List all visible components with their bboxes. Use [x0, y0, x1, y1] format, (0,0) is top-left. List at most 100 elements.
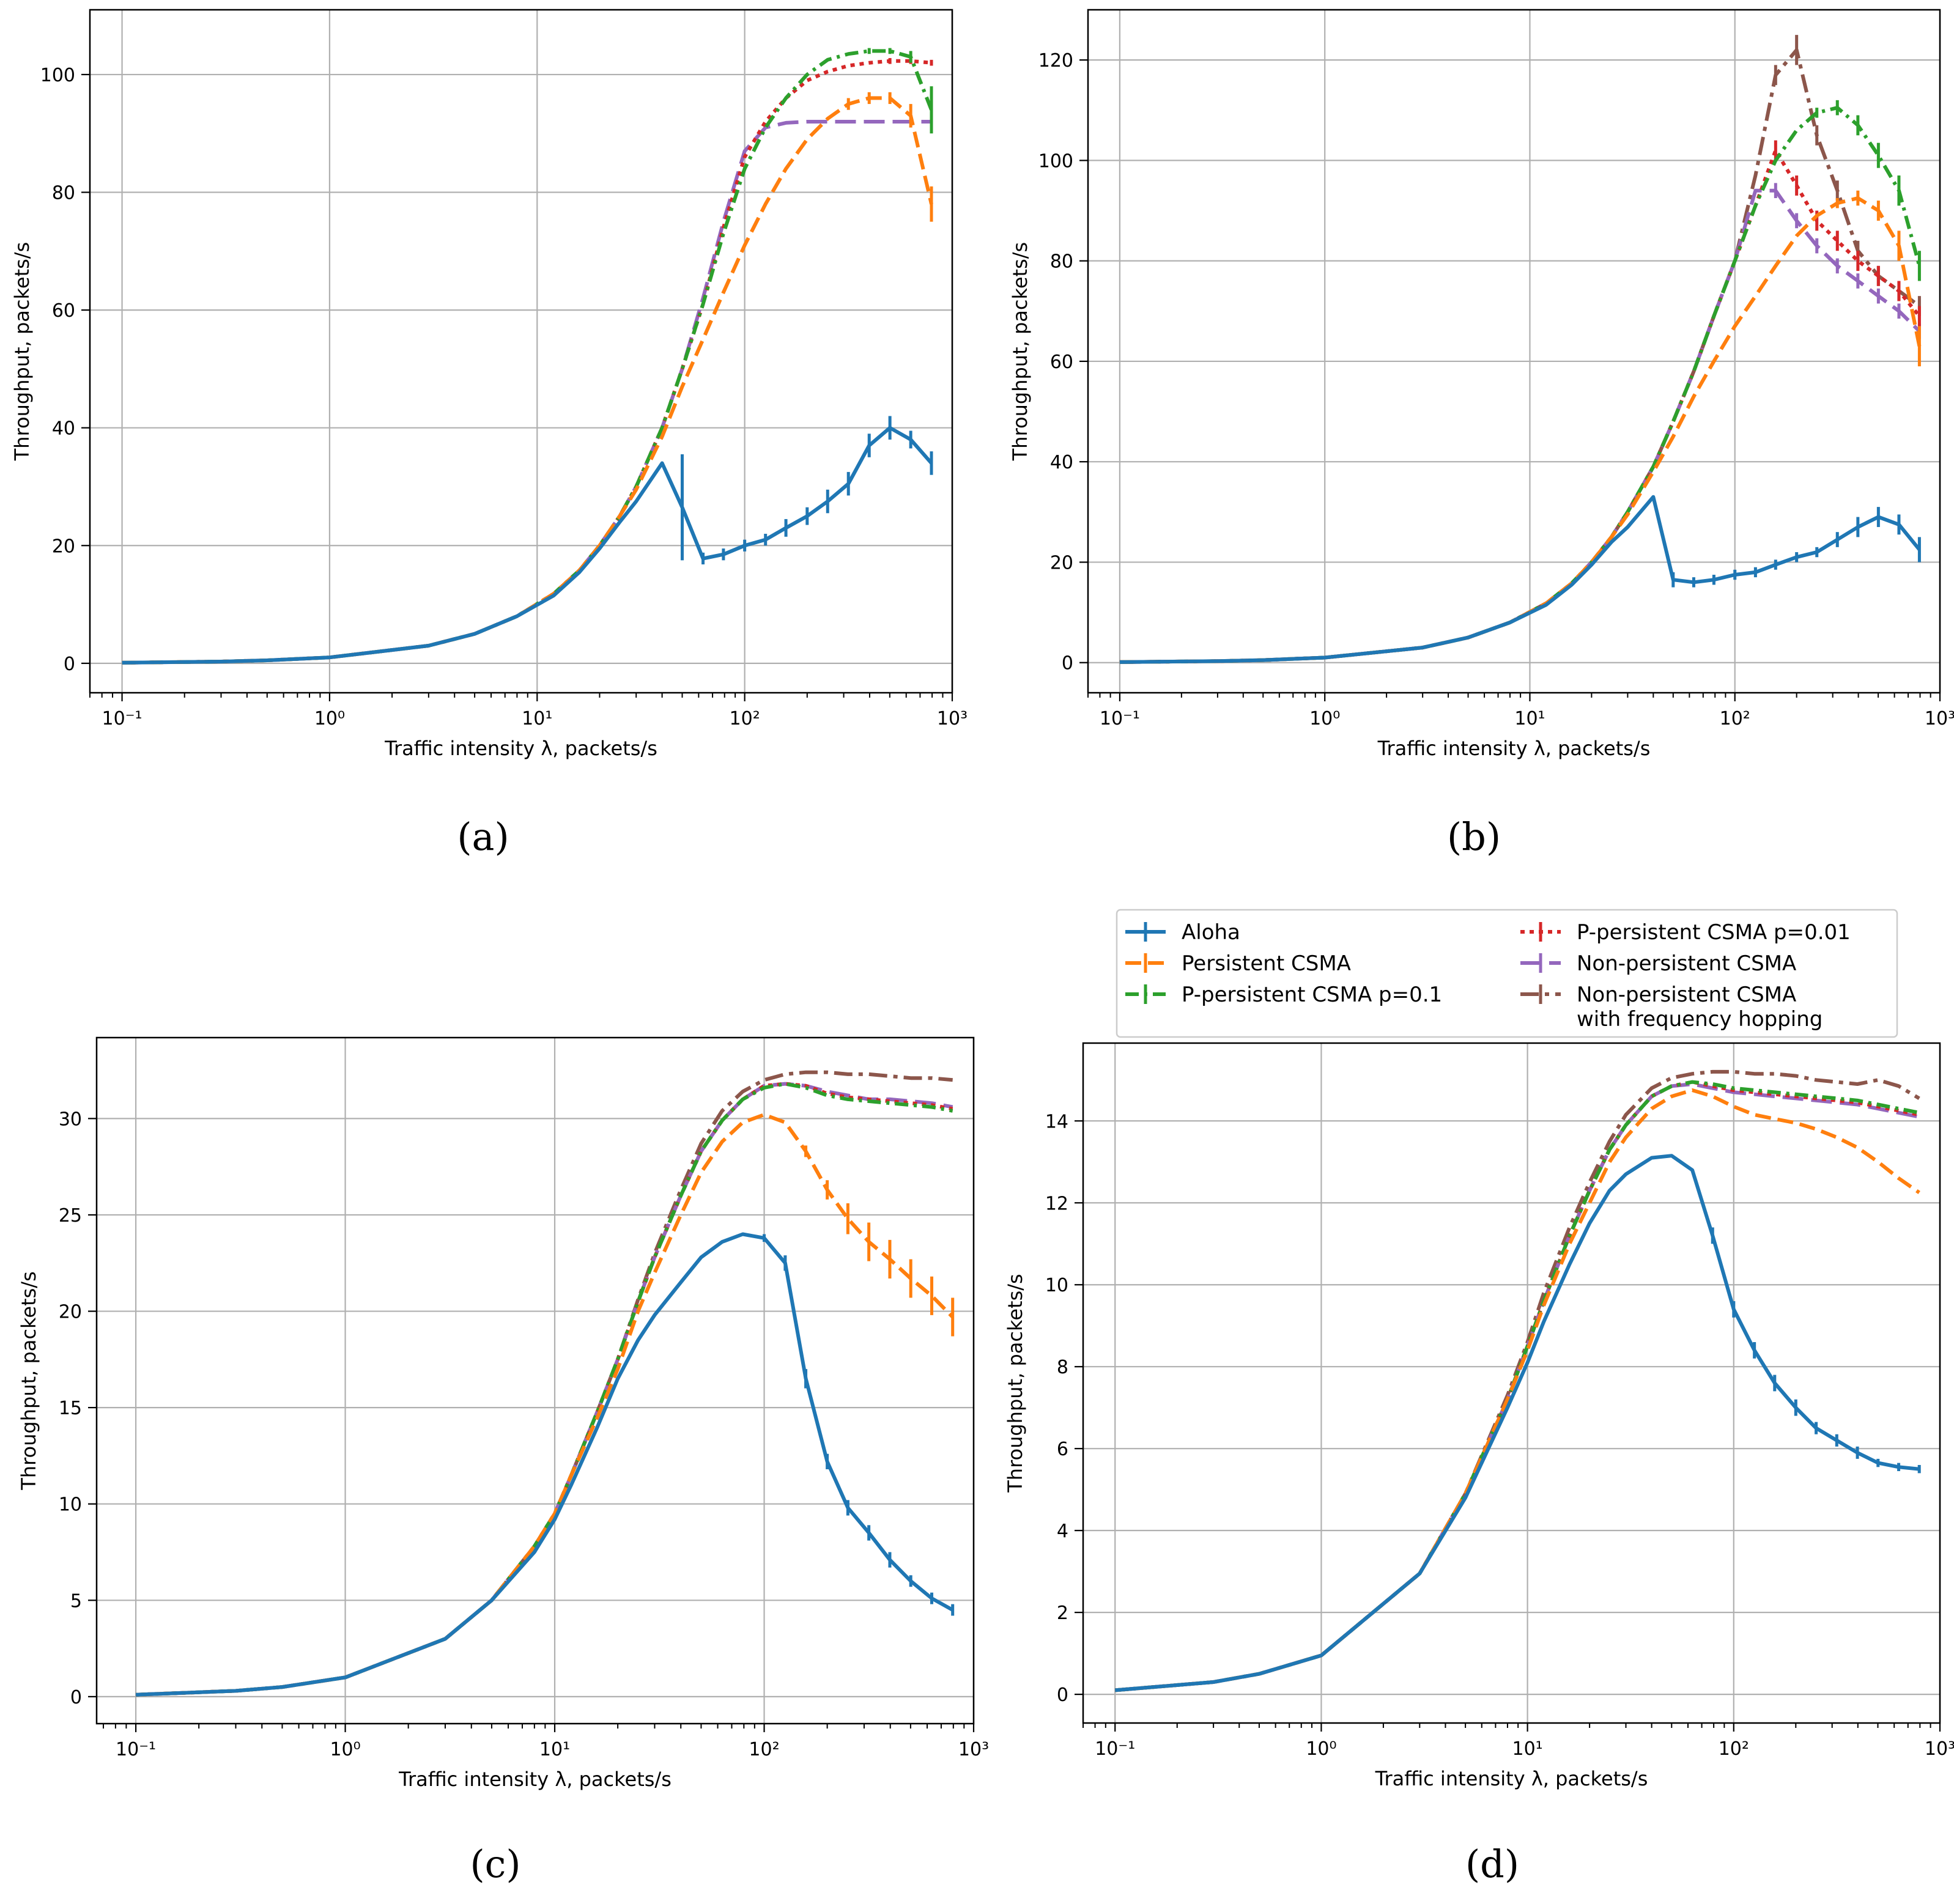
y-tick-label: 12 [1045, 1193, 1068, 1214]
y-tick-label: 0 [64, 654, 75, 675]
x-tick-label: 10² [749, 1739, 779, 1760]
chart-panel-a: 10⁻¹ 10⁰ 10¹ 10² 10³ 0 20 40 60 80 100 Traffic inte… [10, 9, 968, 859]
series-non-persistent-csma-with-frequency-hopping [1119, 35, 1921, 664]
series-p-persistent-csma-p-0-1 [122, 48, 933, 665]
series-non-persistent-csma [1114, 1082, 1920, 1692]
x-axis-label: Traffic intensity λ, packets/s [384, 737, 657, 760]
x-tick-label: 10¹ [1514, 708, 1545, 729]
y-tick-label: 0 [1062, 653, 1073, 674]
series-line-non-persistent-csma [135, 1082, 953, 1697]
series-line-aloha [122, 426, 933, 665]
x-tick-label: 10² [730, 708, 760, 729]
series-line-non-persistent-csma [122, 120, 931, 665]
legend-entry-aloha: Aloha [1125, 920, 1240, 945]
series-line-p-persistent-csma-p-0-1 [122, 49, 933, 665]
x-tick-label: 10³ [958, 1739, 989, 1760]
x-tick-label: 10³ [1925, 1738, 1954, 1760]
y-axis-label: Throughput, packets/s [1008, 242, 1032, 461]
series-aloha [1119, 495, 1921, 664]
x-tick-label: 10³ [1925, 708, 1954, 729]
x-tick-label: 10² [1719, 1738, 1749, 1760]
y-tick-label: 0 [70, 1687, 82, 1708]
series-line-p-persistent-csma-p-0-01 [135, 1082, 953, 1697]
axes-frame [1087, 9, 1941, 694]
y-tick-label: 8 [1057, 1357, 1068, 1378]
series-p-persistent-csma-p-0-01 [122, 57, 933, 665]
y-tick-label: 2 [1057, 1603, 1068, 1624]
axes-frame [1082, 1042, 1941, 1724]
y-tick-label: 20 [52, 536, 75, 557]
x-axis-label: Traffic intensity λ, packets/s [1375, 1767, 1648, 1790]
y-tick-label: 4 [1057, 1521, 1068, 1542]
x-tick-label: 10³ [937, 708, 968, 729]
legend-label: P-persistent CSMA p=0.01 [1577, 920, 1851, 945]
legend-label: P-persistent CSMA p=0.1 [1182, 983, 1442, 1007]
legend-label: Persistent CSMA [1182, 951, 1351, 976]
legend-entry-persistent-csma: Persistent CSMA [1125, 951, 1351, 976]
series-line-non-persistent-csma-with-frequency-hopping [135, 1070, 953, 1697]
legend-label: Non-persistent CSMA [1577, 951, 1796, 976]
series-line-non-persistent-csma-with-frequency-hopping [1119, 48, 1921, 664]
series-line-persistent-csma [135, 1113, 954, 1697]
x-tick-label: 10⁰ [1306, 1738, 1336, 1760]
axes-frame [89, 9, 953, 694]
series-line-non-persistent-csma [1114, 1082, 1920, 1692]
x-tick-label: 10² [1720, 708, 1750, 729]
x-tick-label: 10⁻¹ [1100, 708, 1140, 729]
y-tick-label: 10 [59, 1494, 82, 1516]
panel-label: (a) [457, 814, 509, 859]
legend-label: with frequency hopping [1577, 1007, 1823, 1031]
legend-label: Aloha [1182, 920, 1240, 945]
legend-entry-p-persistent-csma-p-0-01: P-persistent CSMA p=0.01 [1520, 920, 1851, 945]
series-line-aloha [1119, 495, 1921, 664]
axes-frame [95, 1036, 975, 1725]
series-line-persistent-csma [122, 96, 933, 665]
series-line-aloha [135, 1232, 954, 1697]
series-p-persistent-csma-p-0-1 [1119, 100, 1922, 664]
series-line-p-persistent-csma-p-0-1 [135, 1082, 953, 1697]
legend-label: Non-persistent CSMA [1577, 983, 1796, 1007]
series-non-persistent-csma-with-frequency-hopping [135, 1070, 953, 1697]
series-p-persistent-csma-p-0-1 [135, 1082, 953, 1697]
y-tick-label: 30 [59, 1109, 82, 1130]
panel-label: (c) [470, 1842, 520, 1886]
chart-panel-c: 10⁻¹ 10⁰ 10¹ 10² 10³ 0 5 10 15 20 25 30 Traffic inte… [17, 1036, 989, 1886]
y-axis-label: Throughput, packets/s [1004, 1274, 1027, 1493]
y-tick-label: 6 [1057, 1439, 1068, 1460]
y-tick-label: 14 [1045, 1111, 1068, 1132]
series-persistent-csma [135, 1113, 955, 1697]
chart-panel-d: 10⁻¹ 10⁰ 10¹ 10² 10³ 0 2 4 6 8 10 12 14 Traffic inten… [1004, 1042, 1954, 1886]
y-axis-label: Throughput, packets/s [17, 1271, 40, 1490]
y-tick-label: 10 [1045, 1275, 1068, 1296]
y-tick-label: 80 [52, 183, 75, 204]
y-axis-label: Throughput, packets/s [10, 242, 34, 461]
series-line-non-persistent-csma-with-frequency-hopping [1114, 1069, 1920, 1692]
legend-entry-non-persistent-csma: Non-persistent CSMA [1520, 951, 1796, 976]
y-tick-label: 25 [59, 1205, 82, 1227]
series-aloha [122, 416, 933, 665]
series-line-p-persistent-csma-p-0-1 [1119, 106, 1922, 664]
x-tick-label: 10¹ [1512, 1738, 1543, 1760]
legend: Aloha Persistent CSMA P-persistent CSMA p=… [1116, 909, 1898, 1038]
series-line-p-persistent-csma-p-0-01 [1119, 149, 1921, 664]
x-tick-label: 10¹ [522, 708, 552, 729]
series-non-persistent-csma [1119, 183, 1921, 664]
x-tick-label: 10⁰ [330, 1739, 360, 1760]
series-persistent-csma [1119, 190, 1922, 664]
x-tick-label: 10⁻¹ [116, 1739, 156, 1760]
series-line-persistent-csma [1119, 196, 1922, 664]
panel-label: (b) [1447, 814, 1501, 859]
x-tick-label: 10⁻¹ [102, 708, 142, 729]
series-line-p-persistent-csma-p-0-01 [122, 59, 932, 665]
series-p-persistent-csma-p-0-01 [1119, 140, 1921, 664]
series-non-persistent-csma [135, 1082, 953, 1697]
y-tick-label: 100 [40, 65, 75, 86]
series-aloha [135, 1232, 955, 1697]
legend-entry-p-persistent-csma-p-0-1: P-persistent CSMA p=0.1 [1125, 983, 1442, 1007]
y-tick-label: 40 [1050, 452, 1073, 473]
y-tick-label: 80 [1050, 251, 1073, 273]
series-p-persistent-csma-p-0-01 [135, 1082, 953, 1697]
y-tick-label: 15 [59, 1398, 82, 1419]
